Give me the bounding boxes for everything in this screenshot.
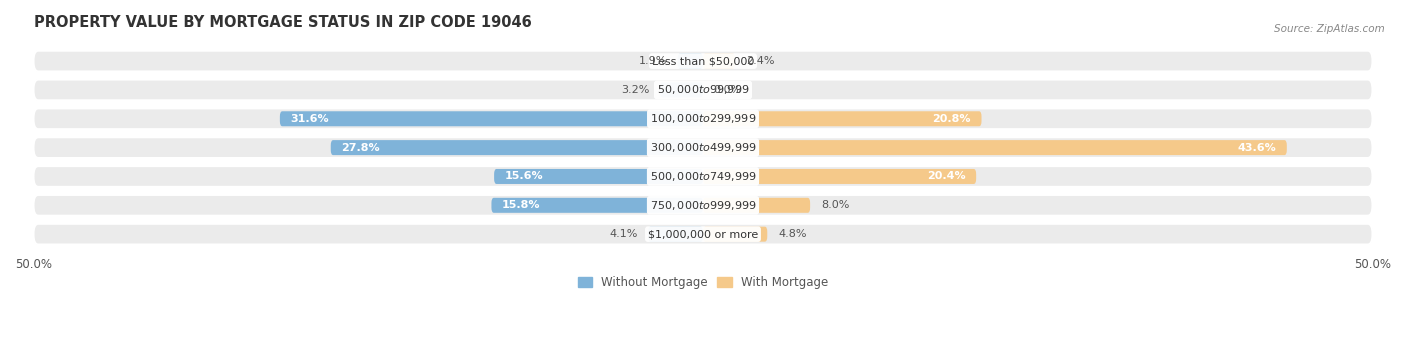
Text: 1.9%: 1.9%	[638, 56, 666, 66]
Text: 8.0%: 8.0%	[821, 200, 849, 210]
Text: Source: ZipAtlas.com: Source: ZipAtlas.com	[1274, 24, 1385, 34]
Text: 20.4%: 20.4%	[927, 171, 966, 182]
Text: 4.1%: 4.1%	[609, 229, 637, 239]
FancyBboxPatch shape	[661, 82, 703, 98]
FancyBboxPatch shape	[280, 111, 703, 126]
FancyBboxPatch shape	[34, 108, 1372, 129]
Text: 2.4%: 2.4%	[745, 56, 775, 66]
Text: 0.0%: 0.0%	[714, 85, 742, 95]
Text: $500,000 to $749,999: $500,000 to $749,999	[650, 170, 756, 183]
Text: 4.8%: 4.8%	[778, 229, 807, 239]
Text: PROPERTY VALUE BY MORTGAGE STATUS IN ZIP CODE 19046: PROPERTY VALUE BY MORTGAGE STATUS IN ZIP…	[34, 15, 531, 30]
Text: 43.6%: 43.6%	[1237, 142, 1277, 153]
FancyBboxPatch shape	[34, 224, 1372, 244]
FancyBboxPatch shape	[703, 169, 976, 184]
FancyBboxPatch shape	[34, 137, 1372, 158]
Text: 20.8%: 20.8%	[932, 114, 970, 124]
FancyBboxPatch shape	[34, 166, 1372, 187]
Text: 27.8%: 27.8%	[342, 142, 380, 153]
Legend: Without Mortgage, With Mortgage: Without Mortgage, With Mortgage	[574, 271, 832, 294]
FancyBboxPatch shape	[703, 140, 1286, 155]
Text: $750,000 to $999,999: $750,000 to $999,999	[650, 199, 756, 212]
Text: 15.6%: 15.6%	[505, 171, 544, 182]
FancyBboxPatch shape	[330, 140, 703, 155]
Text: 3.2%: 3.2%	[621, 85, 650, 95]
FancyBboxPatch shape	[703, 54, 735, 69]
Text: $100,000 to $299,999: $100,000 to $299,999	[650, 112, 756, 125]
FancyBboxPatch shape	[703, 198, 810, 213]
FancyBboxPatch shape	[703, 111, 981, 126]
Text: $1,000,000 or more: $1,000,000 or more	[648, 229, 758, 239]
Text: Less than $50,000: Less than $50,000	[652, 56, 754, 66]
FancyBboxPatch shape	[492, 198, 703, 213]
Text: $300,000 to $499,999: $300,000 to $499,999	[650, 141, 756, 154]
FancyBboxPatch shape	[678, 54, 703, 69]
FancyBboxPatch shape	[648, 227, 703, 242]
Text: 15.8%: 15.8%	[502, 200, 541, 210]
FancyBboxPatch shape	[34, 80, 1372, 100]
Text: 31.6%: 31.6%	[291, 114, 329, 124]
FancyBboxPatch shape	[34, 51, 1372, 71]
FancyBboxPatch shape	[494, 169, 703, 184]
FancyBboxPatch shape	[703, 227, 768, 242]
Text: $50,000 to $99,999: $50,000 to $99,999	[657, 83, 749, 97]
FancyBboxPatch shape	[34, 195, 1372, 216]
